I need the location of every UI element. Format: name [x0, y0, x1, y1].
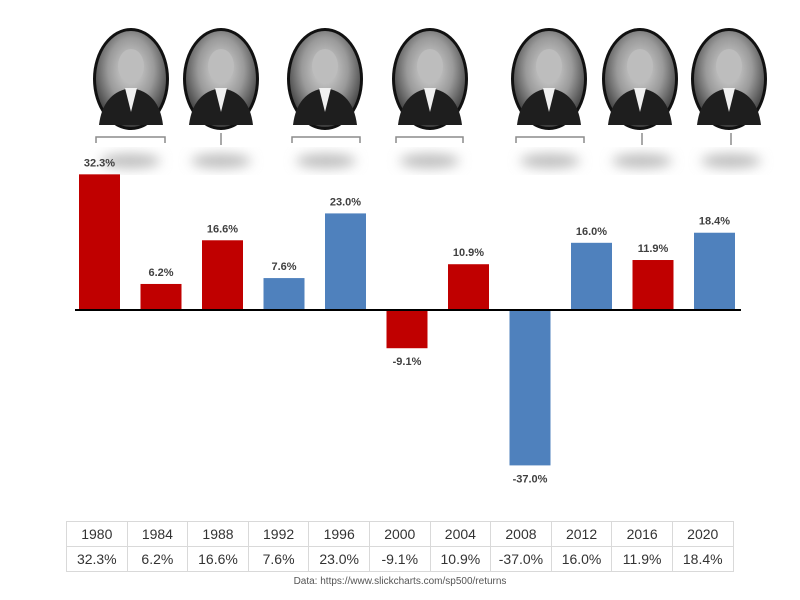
- president-portrait-3: [287, 28, 363, 168]
- table-cell-return: 10.9%: [429, 546, 492, 572]
- bar-2008: [509, 310, 551, 466]
- bars-layer: [79, 174, 735, 466]
- value-label-1984: 6.2%: [148, 267, 173, 279]
- portrait-layer: [93, 28, 767, 168]
- bar-1988: [202, 240, 243, 310]
- term-bracket-4: [395, 136, 464, 143]
- value-label-2020: 18.4%: [699, 216, 730, 228]
- returns-table: 1980 1984 1988 1992 1996 2000 2004 2008 2012 2016…: [66, 521, 734, 572]
- value-label-2004: 10.9%: [453, 247, 484, 259]
- value-label-1980: 32.3%: [84, 157, 115, 169]
- bar-1980: [79, 174, 120, 310]
- bar-2004: [448, 264, 489, 310]
- president-portrait-1: [93, 28, 169, 168]
- table-cell-year: 1984: [126, 521, 189, 547]
- bar-1992: [263, 278, 305, 310]
- bar-2012: [571, 242, 612, 310]
- table-cell-return: -9.1%: [368, 546, 431, 572]
- blurred-name-plate: [701, 154, 761, 168]
- president-portrait-4: [392, 28, 468, 168]
- president-portrait-7: [691, 28, 767, 168]
- blurred-name-plate: [296, 154, 356, 168]
- table-cell-return: 18.4%: [671, 546, 734, 572]
- table-cell-year: 1988: [187, 521, 249, 547]
- bar-chart-svg: 32.3% 6.2% 16.6% 7.6% 23.0% -9.1% 10.9% -37.0% 1…: [75, 28, 767, 485]
- value-label-2012: 16.0%: [576, 226, 607, 238]
- term-bracket-3: [291, 136, 361, 143]
- blurred-name-plate: [612, 154, 672, 168]
- blurred-name-plate: [399, 154, 460, 168]
- term-bracket-5: [515, 136, 585, 143]
- president-portrait-2: [183, 28, 259, 168]
- bar-1996: [325, 213, 366, 310]
- bar-2000: [386, 310, 428, 349]
- table-cell-year: 1992: [247, 521, 310, 547]
- president-portrait-5: [511, 28, 587, 168]
- table-cell-return: 7.6%: [247, 546, 310, 572]
- table-cell-return: 16.0%: [550, 546, 613, 572]
- source-note: Data: https://www.slickcharts.com/sp500/…: [293, 576, 507, 587]
- value-label-2008: -37.0%: [513, 473, 548, 485]
- value-label-1988: 16.6%: [207, 223, 238, 235]
- blurred-name-plate: [520, 154, 580, 168]
- value-label-2016: 11.9%: [638, 243, 669, 255]
- blurred-name-plate: [100, 154, 161, 168]
- table-cell-year: 2020: [671, 521, 734, 547]
- table-cell-return: 6.2%: [126, 546, 189, 572]
- value-labels-layer: 32.3% 6.2% 16.6% 7.6% 23.0% -9.1% 10.9% -37.0% 1…: [84, 157, 730, 485]
- table-cell-year: 2004: [429, 521, 492, 547]
- table-cell-return: -37.0%: [490, 546, 552, 572]
- table-cell-year: 2012: [550, 521, 613, 547]
- table-cell-year: 2000: [368, 521, 431, 547]
- blurred-name-plate: [191, 154, 251, 168]
- table-cell-return: 16.6%: [187, 546, 249, 572]
- table-cell-year: 2016: [611, 521, 673, 547]
- value-label-2000: -9.1%: [393, 356, 422, 368]
- president-portrait-6: [602, 28, 678, 168]
- table-cell-year: 1980: [66, 521, 128, 547]
- bar-1984: [140, 283, 182, 310]
- bar-2020: [694, 232, 735, 310]
- table-row-returns: 32.3% 6.2% 16.6% 7.6% 23.0% -9.1% 10.9% -37.0% 1…: [66, 546, 734, 572]
- value-label-1992: 7.6%: [271, 261, 296, 273]
- table-cell-return: 32.3%: [66, 546, 128, 572]
- term-bracket-1: [95, 136, 166, 143]
- value-label-1996: 23.0%: [330, 196, 361, 208]
- table-cell-year: 1996: [308, 521, 370, 547]
- table-cell-return: 11.9%: [611, 546, 673, 572]
- bar-2016: [632, 260, 674, 310]
- table-cell-year: 2008: [490, 521, 552, 547]
- table-cell-return: 23.0%: [308, 546, 370, 572]
- table-row-years: 1980 1984 1988 1992 1996 2000 2004 2008 2012 2016…: [66, 521, 734, 547]
